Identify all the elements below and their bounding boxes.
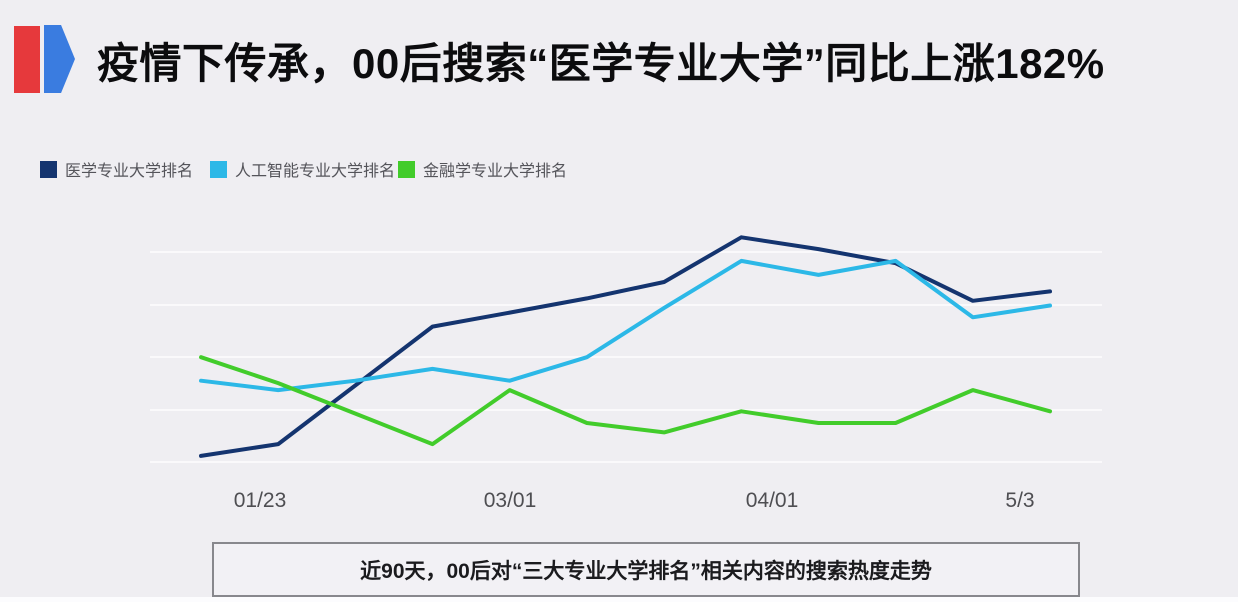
legend-item-finance-ranking: 金融学专业大学排名 [398,160,568,180]
blue-arrow-decoration [44,25,75,93]
legend-item-ai-ranking: 人工智能专业大学排名 [210,160,396,180]
series-line-0 [199,235,1052,458]
series-line-1 [199,258,1052,393]
legend-item-medical-ranking: 医学专业大学排名 [40,160,194,180]
legend-label-finance: 金融学专业大学排名 [423,163,568,180]
x-tick-label-3: 5/3 [1005,489,1034,512]
legend-label-ai: 人工智能专业大学排名 [235,163,396,180]
legend-swatch-medical-icon [40,160,57,178]
legend-swatch-ai-icon [210,160,227,178]
chart-caption-text: 近90天，00后对“三大专业大学排名”相关内容的搜索热度走势 [360,559,932,583]
legend-swatch-finance-icon [398,160,415,178]
x-tick-label-2: 04/01 [746,489,799,512]
red-bar-decoration [14,26,40,93]
x-tick-label-0: 01/23 [234,489,287,512]
chart-caption-box: 近90天，00后对“三大专业大学排名”相关内容的搜索热度走势 [212,542,1080,597]
bottom-margin-strip [0,597,1238,602]
x-tick-label-1: 03/01 [484,489,537,512]
legend-label-medical: 医学专业大学排名 [65,163,194,180]
page-title: 疫情下传承，00后搜索“医学专业大学”同比上涨182% [97,40,1105,87]
series-line-2 [199,355,1052,447]
